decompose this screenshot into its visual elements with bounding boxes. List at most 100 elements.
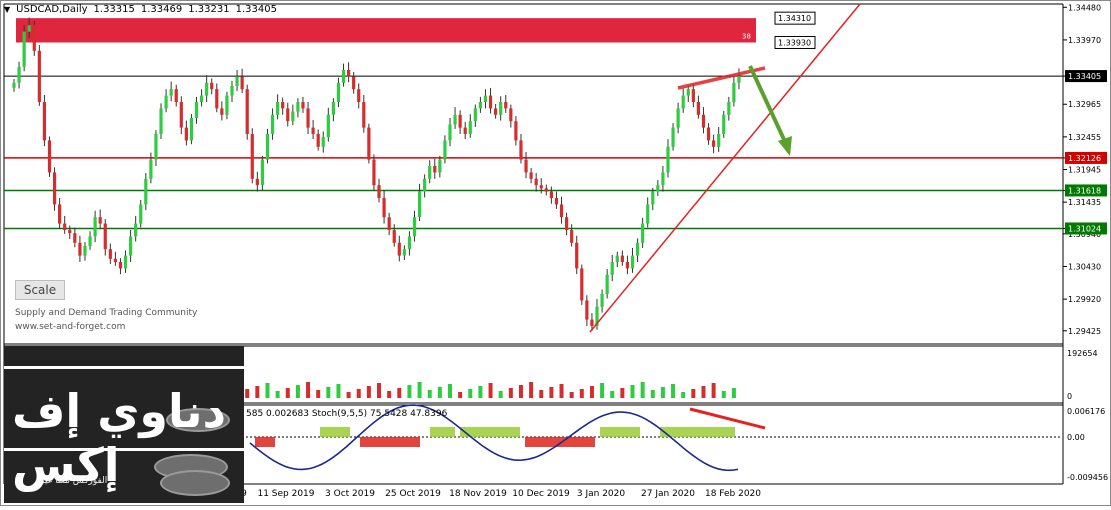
candle-body	[225, 95, 229, 115]
volume-bar	[245, 389, 250, 398]
volume-bar	[336, 384, 341, 398]
candle-body	[260, 159, 265, 186]
candle-body	[326, 114, 330, 138]
scale-button[interactable]: Scale	[15, 280, 65, 300]
volume-bar	[285, 388, 290, 398]
candle-body	[494, 108, 498, 115]
candle-body	[468, 121, 472, 134]
y-tick-label: 1.33970	[1068, 36, 1101, 45]
candle-body	[559, 204, 564, 218]
volume-bar	[559, 384, 564, 398]
y-tick-label: 1.32965	[1068, 100, 1101, 109]
volume-bar	[539, 390, 544, 398]
volume-bar	[721, 391, 726, 398]
candle-body	[220, 108, 224, 115]
candle-body	[301, 102, 305, 109]
candle-body	[656, 185, 660, 192]
candle-body	[149, 159, 153, 179]
stoch-main-line	[249, 404, 739, 472]
candle-body	[265, 134, 270, 160]
candle-body	[134, 223, 138, 237]
volume-bar	[407, 385, 412, 398]
candle-body	[488, 95, 493, 109]
candle-body	[296, 102, 300, 112]
volume-bar	[306, 382, 311, 398]
candle-body	[524, 159, 528, 173]
candle-body	[179, 102, 183, 128]
y-tick-label: 1.29425	[1068, 327, 1101, 336]
x-axis-label: 9	[241, 489, 247, 499]
candle-body	[549, 191, 553, 198]
candle-body	[428, 166, 432, 179]
y-tick-label: 1.30430	[1068, 262, 1101, 271]
candle-body	[504, 102, 508, 109]
candle-body	[407, 236, 412, 250]
volume-bar	[508, 388, 513, 398]
x-axis-label: 27 Jan 2020	[641, 489, 695, 499]
candle-body	[458, 114, 462, 128]
candle-body	[438, 159, 442, 173]
volume-bar	[326, 387, 331, 398]
volume-bar	[255, 386, 260, 398]
x-axis-label: 11 Sep 2019	[257, 489, 314, 499]
stoch-indicator-label: 585 0.002683 Stoch(9,5,5) 75.5428 47.839…	[246, 409, 448, 419]
candle-body	[377, 185, 381, 198]
dropdown-triangle-icon[interactable]: ▼	[4, 5, 11, 14]
y-tick-label: 1.31435	[1068, 198, 1101, 207]
candle-body	[250, 134, 254, 179]
candle-body	[423, 178, 427, 192]
price-label-box	[774, 11, 816, 25]
candle-body	[270, 114, 275, 134]
candle-body	[286, 108, 290, 122]
forecast-arrow-shaft	[748, 65, 789, 147]
candle-body	[387, 217, 391, 230]
open-value: 1.33315	[93, 4, 135, 15]
volume-bar	[478, 386, 483, 398]
candle-body	[32, 25, 36, 51]
candle-body	[276, 102, 280, 115]
volume-bar	[640, 382, 645, 398]
candle-body	[357, 89, 361, 102]
volume-bar	[387, 391, 392, 398]
volume-bar	[660, 387, 665, 398]
candle-body	[575, 242, 579, 269]
candle-body	[514, 121, 518, 141]
candle-body	[230, 86, 234, 96]
candle-body	[478, 102, 483, 109]
candle-body	[362, 102, 366, 128]
stoch-axis-tick: 0.006176	[1067, 407, 1105, 416]
candle-body	[661, 172, 665, 186]
candle-body	[154, 134, 158, 160]
volume-bar	[275, 391, 280, 398]
candle-body	[174, 89, 178, 102]
x-axis-label: 25 Oct 2019	[385, 489, 441, 499]
volume-bar	[610, 391, 615, 398]
stoch-histogram-block	[660, 427, 735, 437]
candle-body	[727, 102, 731, 115]
candle-body	[585, 300, 589, 320]
price-label-box	[1065, 222, 1107, 235]
price-label-box	[1065, 70, 1107, 83]
candle-body	[129, 236, 133, 256]
candle-body	[646, 204, 650, 224]
volume-bar	[650, 390, 655, 398]
candle-body	[544, 188, 548, 192]
logo-subtitle: الفوركس معنا غير	[40, 476, 108, 486]
candle-body	[539, 185, 543, 189]
candle-body	[448, 124, 452, 141]
candle-body	[564, 217, 569, 230]
volume-bar	[671, 384, 676, 398]
candle-body	[245, 89, 249, 134]
candle-body	[88, 236, 92, 246]
stoch-histogram-block	[255, 437, 275, 447]
price-label-text: 1.32126	[1068, 154, 1101, 163]
candle-body	[615, 255, 619, 262]
stoch-histogram-block	[460, 427, 520, 437]
volume-bar	[488, 383, 493, 398]
volume-bar	[518, 385, 523, 398]
candle-body	[311, 127, 315, 134]
candle-body	[499, 102, 503, 115]
price-label-text: 1.33405	[1068, 72, 1101, 81]
candle-body	[412, 217, 417, 237]
candle-body	[570, 230, 574, 243]
